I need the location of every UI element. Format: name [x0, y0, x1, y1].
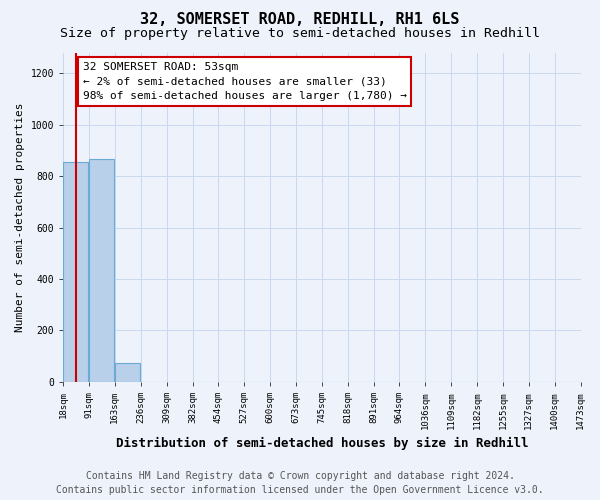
- Y-axis label: Number of semi-detached properties: Number of semi-detached properties: [15, 102, 25, 332]
- Text: Size of property relative to semi-detached houses in Redhill: Size of property relative to semi-detach…: [60, 28, 540, 40]
- X-axis label: Distribution of semi-detached houses by size in Redhill: Distribution of semi-detached houses by …: [116, 437, 528, 450]
- Text: 32, SOMERSET ROAD, REDHILL, RH1 6LS: 32, SOMERSET ROAD, REDHILL, RH1 6LS: [140, 12, 460, 28]
- Text: Contains HM Land Registry data © Crown copyright and database right 2024.
Contai: Contains HM Land Registry data © Crown c…: [56, 471, 544, 495]
- Bar: [64, 162, 88, 382]
- Text: 32 SOMERSET ROAD: 53sqm
← 2% of semi-detached houses are smaller (33)
98% of sem: 32 SOMERSET ROAD: 53sqm ← 2% of semi-det…: [83, 62, 407, 101]
- Bar: [89, 160, 114, 382]
- Bar: [115, 362, 140, 382]
